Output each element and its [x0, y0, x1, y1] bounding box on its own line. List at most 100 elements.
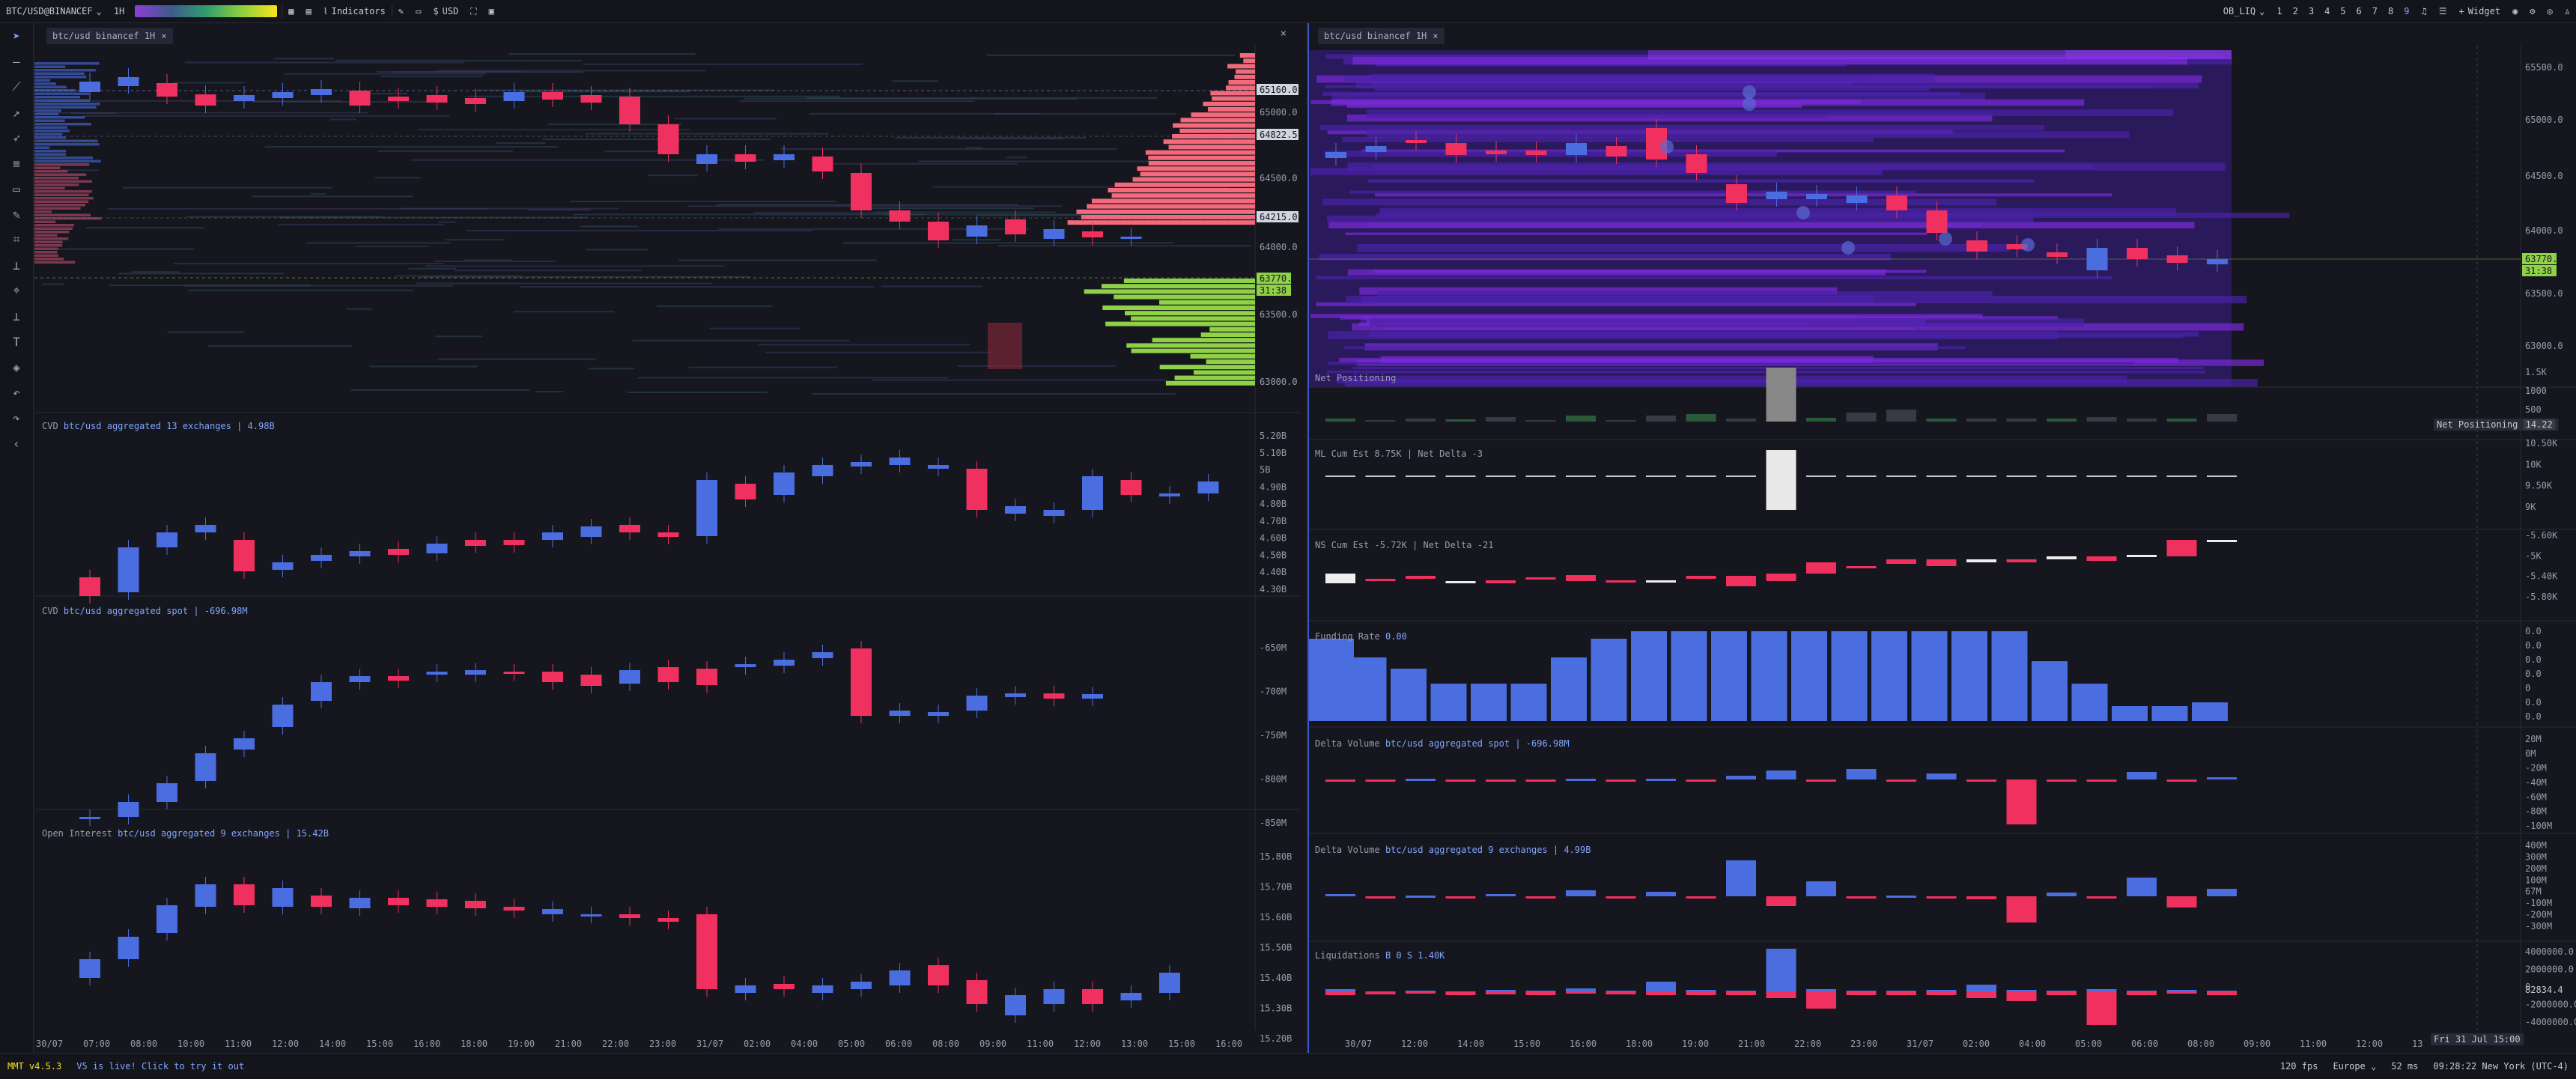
dv1-bar: [1406, 779, 1436, 781]
layout-slot-8[interactable]: 8: [2388, 6, 2394, 16]
heatmap-line: [632, 339, 850, 341]
ruler-icon[interactable]: ⌖: [13, 283, 20, 297]
right-chart-tab[interactable]: btc/usd binancef 1H ×: [1318, 28, 1445, 44]
funding-bar: [1751, 631, 1787, 721]
save-button[interactable]: ▣: [483, 0, 500, 22]
fib-icon[interactable]: ⌗: [13, 232, 20, 246]
currency-button[interactable]: $ USD: [427, 0, 464, 22]
close-icon[interactable]: ×: [161, 31, 167, 41]
left-chart-canvas[interactable]: 65160.0 65000.0 64822.5 64500.0 64215.0 64000…: [34, 23, 1300, 1053]
cursor-icon[interactable]: ➤: [13, 28, 20, 43]
v5-notice-link[interactable]: V5 is live! Click to try it out: [76, 1061, 245, 1072]
left-chart-pane: btc/usd binancef 1H × × 65160.0 65000.0 648…: [34, 23, 1300, 1053]
layout-slot-9[interactable]: 9: [2404, 6, 2410, 16]
heatmap-line: [467, 95, 840, 97]
layout-slot-5[interactable]: 5: [2340, 6, 2346, 16]
dv1-axis-label: -20M: [2525, 763, 2547, 773]
layout-selector[interactable]: OB_LIQ ⌄: [2217, 0, 2271, 22]
liq-short-bar: [2207, 992, 2237, 995]
dv1-bar: [2127, 772, 2157, 779]
layout-slot-2[interactable]: 2: [2292, 6, 2298, 16]
heatmap-line: [569, 209, 591, 211]
projection-icon[interactable]: ⟂: [13, 308, 20, 323]
rectangle-icon[interactable]: ▭: [13, 181, 20, 196]
layout-slot-3[interactable]: 3: [2308, 6, 2315, 16]
session-volume-bar: [34, 79, 51, 82]
heatmap-gradient-slider[interactable]: [135, 5, 278, 17]
liq-short-bar: [1686, 992, 1716, 995]
indicators-button[interactable]: ⌇ Indicators: [318, 0, 392, 22]
cvd2-candle-body: [311, 682, 332, 701]
session-volume-bar: [34, 224, 74, 227]
heatmap-line: [284, 73, 486, 75]
region-selector[interactable]: Europe ⌄: [2333, 1061, 2377, 1072]
remote-button[interactable]: ◎: [2542, 0, 2559, 22]
alerts-button[interactable]: ♫: [2415, 0, 2432, 22]
redo-icon[interactable]: ↷: [13, 410, 20, 425]
heatmap-line: [580, 225, 639, 228]
heatmap-line: [496, 142, 546, 145]
time-axis-label: 18:00: [1626, 1039, 1653, 1049]
dv2-bar: [1406, 896, 1436, 898]
text-icon[interactable]: T: [13, 334, 20, 349]
left-chart-tab[interactable]: btc/usd binancef 1H ×: [46, 28, 173, 44]
cvd1-candle-body: [696, 480, 717, 536]
trend-line-icon[interactable]: ⟋: [12, 79, 21, 94]
heatmap-line: [957, 365, 1116, 367]
heatmap-line: [377, 150, 513, 152]
close-pane-icon[interactable]: ×: [1280, 28, 1287, 40]
right-chart-canvas[interactable]: 65500.0 65000.0 64500.0 64000.0 63770.5 31:38…: [1309, 23, 2576, 1053]
net-positioning-bar: [1726, 419, 1756, 422]
heatmap-line: [678, 259, 877, 261]
menu-button[interactable]: ☰: [2433, 0, 2453, 22]
brush-icon[interactable]: ✎: [13, 207, 20, 222]
heatmap-line: [842, 242, 1174, 244]
ns-bar: [2047, 556, 2077, 559]
layout-slot-6[interactable]: 6: [2356, 6, 2362, 16]
session-volume-bar: [34, 69, 96, 72]
liq-axis-label: 0: [2525, 982, 2530, 992]
horizontal-line-icon[interactable]: —: [13, 54, 20, 69]
currency-label: USD: [442, 6, 459, 16]
bid-depth-bar: [1174, 375, 1255, 380]
heatmap-line: [986, 54, 1236, 56]
settings-button[interactable]: ⚙: [2524, 0, 2541, 22]
price-axis-label: 64000.0: [1260, 242, 1298, 252]
fullscreen-button[interactable]: ⛶: [464, 0, 482, 22]
account-button[interactable]: ♙: [2559, 0, 2576, 22]
ray-icon[interactable]: ↗: [13, 105, 20, 120]
parallel-lines-icon[interactable]: ≡: [13, 156, 20, 171]
symbol-selector[interactable]: BTC/USD@BINANCEF ⌄: [0, 0, 108, 22]
layout-slot-7[interactable]: 7: [2372, 6, 2378, 16]
time-axis-label: 06:00: [885, 1039, 912, 1049]
screenshot-button[interactable]: ◉: [2506, 0, 2524, 22]
draw-button[interactable]: ✎: [392, 0, 410, 22]
drawing-tools-sidebar: ➤ — ⟋ ↗ ➶ ≡ ▭ ✎ ⌗ ⊥ ⌖ ⟂ T ◈ ↶ ↷ ‹: [0, 23, 34, 1053]
dv2-bar: [1926, 896, 1957, 899]
timeframe-button[interactable]: 1H: [108, 0, 130, 22]
net-positioning-bar: [1766, 368, 1796, 422]
oi-candle-body: [79, 959, 100, 978]
cvd1-candle-body: [79, 577, 100, 596]
price-tag-bg: [1257, 211, 1298, 222]
heatmap-band: [1359, 287, 1838, 295]
folder-button[interactable]: ▭: [410, 0, 427, 22]
close-icon[interactable]: ×: [1433, 31, 1439, 41]
measure-icon[interactable]: ⊥: [13, 258, 20, 273]
layout-slot-1[interactable]: 1: [2276, 6, 2282, 16]
chart-type-button[interactable]: ▦: [282, 0, 300, 22]
compare-button[interactable]: ▤: [300, 0, 318, 22]
price-axis-label: 64500.0: [2525, 171, 2563, 181]
layers-icon[interactable]: ◈: [13, 359, 20, 374]
layout-slot-4[interactable]: 4: [2324, 6, 2330, 16]
dv2-axis-label: 100M: [2525, 875, 2547, 885]
collapse-icon[interactable]: ‹: [13, 436, 20, 451]
liq-short-bar: [2127, 992, 2157, 995]
undo-icon[interactable]: ↶: [13, 385, 20, 400]
widget-button[interactable]: + Widget: [2452, 0, 2506, 22]
cvd2-candle-body: [465, 670, 486, 675]
arrow-icon[interactable]: ➶: [13, 130, 20, 145]
oi-candle-body: [966, 980, 988, 1004]
cvd2-candle-body: [542, 672, 563, 682]
heatmap-line: [583, 63, 863, 65]
